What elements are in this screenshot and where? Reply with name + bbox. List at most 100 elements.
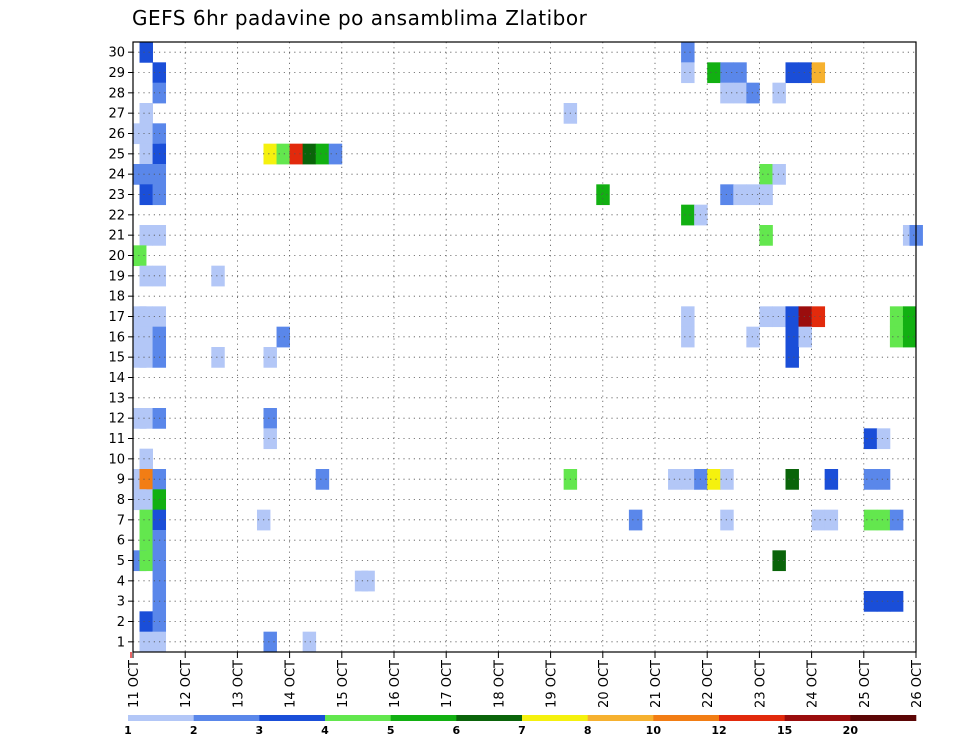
y-tick-label: 9 — [117, 473, 125, 488]
heatmap-cell — [876, 591, 891, 612]
y-tick-label: 30 — [108, 46, 125, 61]
y-tick-label: 23 — [108, 188, 125, 203]
y-tick-label: 27 — [108, 107, 125, 122]
heatmap-cell — [139, 509, 153, 531]
y-tick-label: 4 — [117, 574, 125, 589]
heatmap-cell — [315, 469, 330, 490]
heatmap-cell — [302, 143, 317, 165]
color-legend: 1 2 3 4 5 6 7 8 10 12 15 20 — [124, 715, 917, 737]
heatmap-cell — [596, 184, 610, 206]
heatmap-cell — [681, 469, 695, 490]
x-tick-label: 19 OCT — [545, 660, 560, 708]
heatmap-cell — [139, 265, 153, 287]
heatmap-cell — [733, 184, 747, 206]
heatmap-cell — [263, 631, 277, 653]
heatmap-cell — [759, 184, 773, 206]
heatmap-cell — [139, 530, 153, 551]
heatmap-cell — [785, 347, 799, 368]
y-tick-label: 14 — [108, 371, 125, 386]
legend-label: 6 — [453, 724, 461, 737]
x-tick-label: 13 OCT — [231, 660, 246, 708]
heatmap-cell — [811, 306, 826, 328]
heatmap-cell — [628, 509, 643, 531]
heatmap-cell — [798, 326, 812, 348]
legend-swatch — [456, 715, 523, 721]
heatmap-cell — [139, 103, 153, 124]
heatmap-cell — [139, 448, 153, 470]
plot-frame — [132, 41, 917, 653]
legend-label: 1 — [124, 724, 132, 737]
heatmap-cell — [139, 184, 153, 206]
heatmap-cell — [139, 611, 153, 633]
x-tick-label: 21 OCT — [649, 660, 664, 708]
heatmap-cell — [759, 164, 773, 185]
legend-label: 3 — [256, 724, 264, 737]
heatmap-cell — [707, 469, 721, 490]
y-tick-label: 1 — [117, 635, 125, 650]
heatmap-cell — [811, 509, 826, 531]
y-tick-label: 19 — [108, 269, 125, 284]
heatmap-cell — [139, 469, 153, 490]
legend-label: 12 — [711, 724, 726, 737]
heatmap-cell — [139, 408, 153, 429]
grid-lines — [133, 42, 916, 652]
y-tick-label: 26 — [108, 127, 125, 142]
heatmap-cell — [263, 428, 277, 450]
x-tick-label: 17 OCT — [440, 660, 455, 708]
heatmap-cell — [328, 143, 343, 165]
x-tick-label: 20 OCT — [597, 660, 612, 708]
heatmap-cell — [824, 509, 839, 531]
heatmap-cell — [681, 42, 695, 63]
heatmap-cell — [276, 143, 290, 165]
heatmap-cell — [139, 225, 153, 246]
x-tick-label: 22 OCT — [701, 660, 716, 708]
legend-swatch — [719, 715, 785, 721]
legend-label: 7 — [518, 724, 526, 737]
y-tick-label: 21 — [108, 229, 125, 244]
heatmap-cell — [785, 62, 799, 84]
heatmap-cell — [302, 631, 317, 653]
heatmap-cell — [824, 469, 839, 490]
legend-label: 20 — [843, 724, 859, 737]
heatmap-cell — [902, 326, 917, 348]
heatmap-cell — [139, 42, 153, 63]
y-tick-label: 24 — [108, 168, 125, 183]
heatmap-cell — [759, 306, 773, 328]
x-tick-label: 25 OCT — [858, 660, 873, 708]
legend-swatch — [784, 715, 851, 721]
heatmap-cell — [263, 143, 277, 165]
heatmap-cell — [759, 225, 773, 246]
heatmap-cell — [681, 62, 695, 84]
heatmap-cell — [863, 469, 878, 490]
heatmap-cell — [139, 123, 153, 145]
heatmap-cell — [276, 326, 290, 348]
heatmap-cell — [863, 428, 878, 450]
heatmap-cell — [681, 204, 695, 226]
y-tick-label: 20 — [108, 249, 125, 264]
y-tick-label: 10 — [108, 452, 125, 467]
legend-label: 2 — [190, 724, 198, 737]
heatmap-cell — [811, 62, 826, 84]
heatmap-cell — [139, 631, 153, 653]
x-axis: 11 OCT 12 OCT 13 OCT 14 OCT 15 OCT 16 OCT 17 O… — [127, 652, 925, 708]
heatmap-cell — [889, 326, 904, 348]
heatmap-cell — [733, 62, 747, 84]
heatmap-cell — [772, 550, 786, 572]
heatmap-cell — [772, 306, 786, 328]
legend-swatch — [850, 715, 917, 721]
heatmap-cell — [139, 306, 153, 328]
legend-label: 10 — [646, 724, 662, 737]
x-tick-label: 14 OCT — [284, 660, 299, 708]
heatmap-cell — [876, 509, 891, 531]
heatmap-cell — [133, 245, 147, 267]
y-tick-label: 7 — [117, 513, 125, 528]
heatmap-cell — [746, 326, 760, 348]
heatmap-cell — [211, 265, 225, 287]
heatmap-cell — [681, 326, 695, 348]
legend-swatch — [522, 715, 588, 721]
legend-label: 4 — [321, 724, 329, 737]
y-tick-label: 16 — [108, 330, 125, 345]
heatmap-cell — [733, 82, 747, 104]
y-tick-label: 3 — [117, 595, 125, 610]
